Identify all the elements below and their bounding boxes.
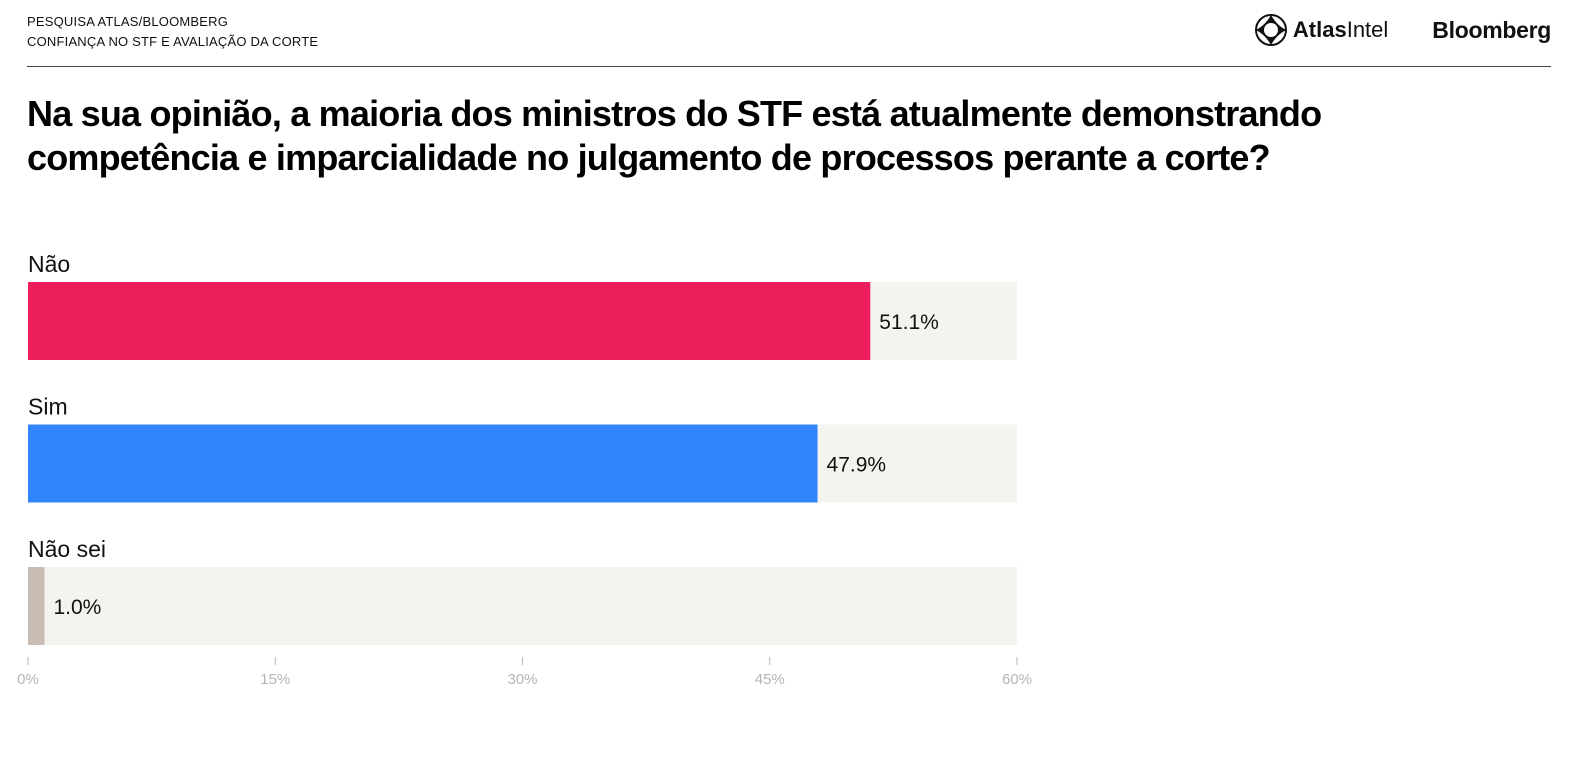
category-label: Não bbox=[28, 251, 70, 277]
bar bbox=[28, 567, 45, 645]
bar bbox=[28, 282, 871, 360]
bar-track bbox=[28, 567, 1017, 645]
logos: AtlasIntel Bloomberg bbox=[1254, 12, 1551, 48]
value-label: 47.9% bbox=[827, 454, 887, 477]
question-title: Na sua opinião, a maioria dos ministros … bbox=[27, 93, 1322, 178]
kicker-line-1: PESQUISA ATLAS/BLOOMBERG bbox=[27, 14, 229, 29]
header-divider bbox=[27, 66, 1551, 67]
value-label: 1.0% bbox=[53, 596, 101, 619]
atlasintel-logo: AtlasIntel bbox=[1254, 14, 1389, 46]
x-tick-label: 30% bbox=[507, 671, 537, 688]
header-kicker: PESQUISA ATLAS/BLOOMBERG CONFIANÇA NO ST… bbox=[27, 12, 318, 52]
category-label: Não sei bbox=[28, 536, 106, 562]
atlasintel-mark-icon bbox=[1254, 14, 1287, 46]
bloomberg-logo: Bloomberg bbox=[1432, 16, 1551, 43]
x-tick-label: 0% bbox=[17, 671, 39, 688]
x-tick-label: 60% bbox=[1002, 671, 1032, 688]
x-tick-label: 45% bbox=[755, 671, 785, 688]
category-label: Sim bbox=[28, 394, 68, 420]
kicker-line-2: CONFIANÇA NO STF E AVALIAÇÃO DA CORTE bbox=[27, 34, 319, 49]
atlasintel-logo-bold: Atlas bbox=[1292, 17, 1347, 42]
value-label: 51.1% bbox=[879, 311, 939, 334]
atlasintel-logo-regular: Intel bbox=[1346, 17, 1389, 42]
bar bbox=[28, 424, 818, 503]
x-tick-label: 15% bbox=[260, 671, 290, 688]
